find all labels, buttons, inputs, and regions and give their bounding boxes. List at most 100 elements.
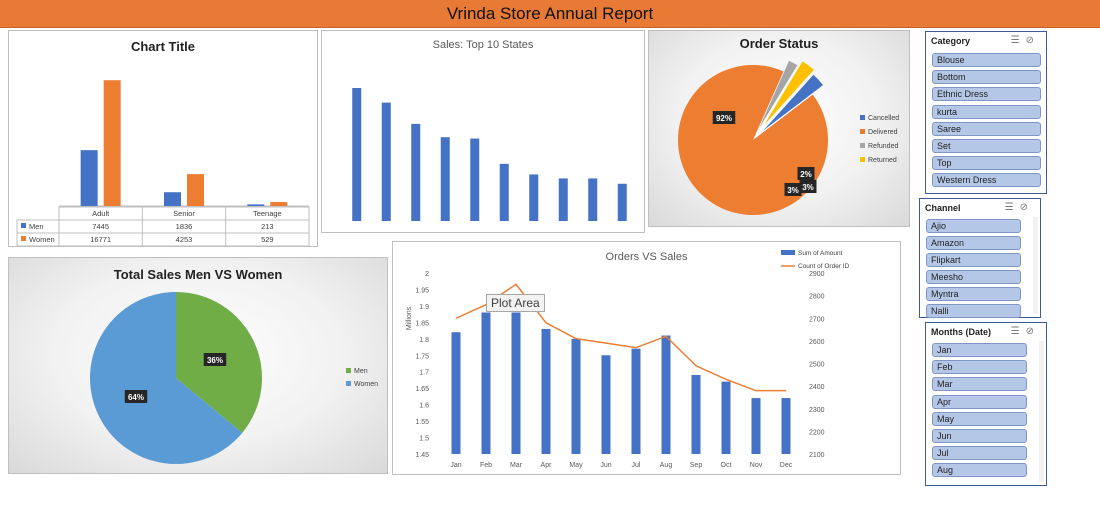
slicer-item-saree[interactable]: Saree [932, 121, 1041, 136]
sales-gender-chart[interactable]: Total Sales Men VS Women 36% 64% Men Women [8, 257, 388, 474]
bar-women-senior [187, 174, 204, 206]
table-cell: 7445 [92, 222, 109, 231]
pie-label-men-bg [203, 353, 227, 366]
slicer-item-ethnic-dress[interactable]: Ethnic Dress [932, 87, 1041, 102]
slicer-scrollbar[interactable] [1033, 217, 1038, 314]
clear-filter-icon[interactable]: ⊘ [1025, 326, 1040, 337]
chart-title: Sales: Top 10 States [432, 39, 534, 51]
x-tick-label: Sep [690, 462, 703, 469]
x-tick-label: Nov [750, 462, 763, 469]
amount-bar-nov [751, 398, 761, 454]
y-tick-label: 1.45 [415, 452, 429, 459]
y-tick-label: 1.55 [415, 419, 429, 426]
amount-bar-jun [601, 355, 611, 454]
bar-men-senior [164, 192, 181, 206]
orders-vs-sales-chart[interactable]: Orders VS Sales 2 1.95 1.9 1.85 1.8 1.75 1.7 1.… [392, 241, 901, 475]
slicer-title: Channel [925, 203, 961, 213]
slicer-item-aug[interactable]: Aug [932, 463, 1027, 478]
slicer-scrollbar[interactable] [1039, 341, 1044, 482]
slicer-item-flipkart[interactable]: Flipkart [926, 253, 1021, 267]
amount-bar-may [571, 338, 581, 454]
slicer-item-top[interactable]: Top [932, 156, 1041, 171]
pie-label-men: 36% [207, 356, 223, 365]
y2-tick-label: 2700 [809, 316, 825, 323]
amount-bar-feb [481, 312, 491, 454]
slicer-item-set[interactable]: Set [932, 139, 1041, 153]
state-bar-8 [558, 178, 568, 221]
amount-bar-oct [721, 381, 731, 454]
table-cell: 16771 [90, 235, 111, 244]
table-legend-key-men [21, 223, 26, 228]
amount-bar-sep [691, 375, 701, 454]
legend-label-amount: Sum of Amount [798, 250, 843, 257]
multi-select-icon[interactable]: ☰ [1010, 326, 1026, 337]
top-states-plot [352, 88, 627, 221]
legend-label-delivered: Delivered [868, 129, 898, 136]
legend-key-delivered [860, 129, 865, 134]
pie-label-returned-bg [799, 180, 817, 193]
state-bar-2 [381, 102, 391, 221]
y2-tick-label: 2600 [809, 339, 825, 346]
amount-bar-mar [511, 312, 521, 454]
pie-slice-cancelled [763, 74, 824, 131]
table-cell: 213 [261, 222, 274, 231]
slicer-item-myntra[interactable]: Myntra [926, 287, 1021, 301]
state-bar-7 [529, 174, 539, 221]
x-tick-label: May [569, 462, 583, 469]
multi-select-icon[interactable]: ☰ [1010, 35, 1026, 46]
orders-vs-sales-plot: 2 1.95 1.9 1.85 1.8 1.75 1.7 1.65 1.6 1.55 1.5 1.45… [406, 250, 850, 469]
pie-label-women-bg [124, 390, 148, 403]
slicer-item-apr[interactable]: Apr [932, 394, 1027, 409]
age-group-chart[interactable]: Chart Title Adult Senior Teenage Men 7445 183… [8, 30, 318, 247]
top-states-chart[interactable]: Sales: Top 10 States [321, 30, 645, 233]
slicer-item-jun[interactable]: Jun [932, 429, 1027, 443]
multi-select-icon[interactable]: ☰ [1004, 202, 1020, 213]
slicer-item-mar[interactable]: Mar [932, 377, 1027, 392]
chart-title: Order Status [739, 36, 819, 51]
bar-women-teenage [270, 202, 288, 206]
slicer-item-ajio[interactable]: Ajio [926, 219, 1021, 233]
pie-slice-women [89, 292, 243, 464]
x-tick-label: Oct [721, 462, 732, 469]
slicer-item-kurta[interactable]: kurta [932, 104, 1041, 119]
state-bar-6 [499, 163, 509, 221]
slicer-item-western-dress[interactable]: Western Dress [932, 173, 1041, 188]
age-group-plot: Adult Senior Teenage Men 7445 1836 213 Women 167… [16, 80, 310, 246]
clear-filter-icon[interactable]: ⊘ [1019, 202, 1034, 213]
report-title: Vrinda Store Annual Report [446, 4, 654, 23]
amount-bar-jan [451, 332, 461, 454]
clear-filter-icon[interactable]: ⊘ [1025, 35, 1040, 46]
legend-label-refunded: Refunded [868, 143, 898, 150]
channel-slicer[interactable]: Channel ☰⊘ Ajio Amazon Flipkart Meesho Myntr… [919, 198, 1041, 318]
pie-label-refunded-bg [797, 167, 815, 180]
slicer-item-nalli[interactable]: Nalli [926, 304, 1021, 318]
slicer-item-jul[interactable]: Jul [932, 446, 1027, 461]
x-tick-label: Jul [632, 462, 641, 469]
months-slicer[interactable]: Months (Date) ☰⊘ Jan Feb Mar Apr May Jun Jul Au… [925, 322, 1047, 486]
legend-key-refunded [860, 143, 865, 148]
legend-key-men [346, 368, 351, 373]
slicer-item-jan[interactable]: Jan [932, 343, 1027, 357]
y-tick-label: 1.8 [419, 337, 429, 344]
slicer-item-blouse[interactable]: Blouse [932, 53, 1041, 67]
slicer-item-feb[interactable]: Feb [932, 360, 1027, 375]
slicer-item-amazon[interactable]: Amazon [926, 236, 1021, 250]
category-slicer[interactable]: Category ☰⊘ Blouse Bottom Ethnic Dress kurt… [925, 31, 1047, 194]
y-tick-label: 1.95 [415, 287, 429, 294]
order-status-chart[interactable]: Order Status 92% 2% 3% 3% Cancelled Delivered… [648, 30, 910, 227]
orders-line [455, 283, 786, 392]
table-header-teenage: Teenage [253, 209, 282, 218]
table-cell: 4253 [176, 235, 193, 244]
chart-title: Orders VS Sales [605, 251, 688, 263]
pie-label-delivered: 92% [716, 114, 732, 123]
pie-label-cancelled-bg [784, 183, 802, 196]
slicer-item-meesho[interactable]: Meesho [926, 270, 1021, 284]
table-series-men: Men [29, 222, 44, 231]
legend-label-women: Women [354, 381, 378, 388]
slicer-item-bottom[interactable]: Bottom [932, 70, 1041, 85]
y-tick-label: 1.5 [419, 436, 429, 443]
y2-tick-label: 2900 [809, 271, 825, 278]
pie-slice-returned [763, 61, 814, 126]
slicer-item-may[interactable]: May [932, 411, 1027, 426]
y-tick-label: 1.9 [419, 304, 429, 311]
